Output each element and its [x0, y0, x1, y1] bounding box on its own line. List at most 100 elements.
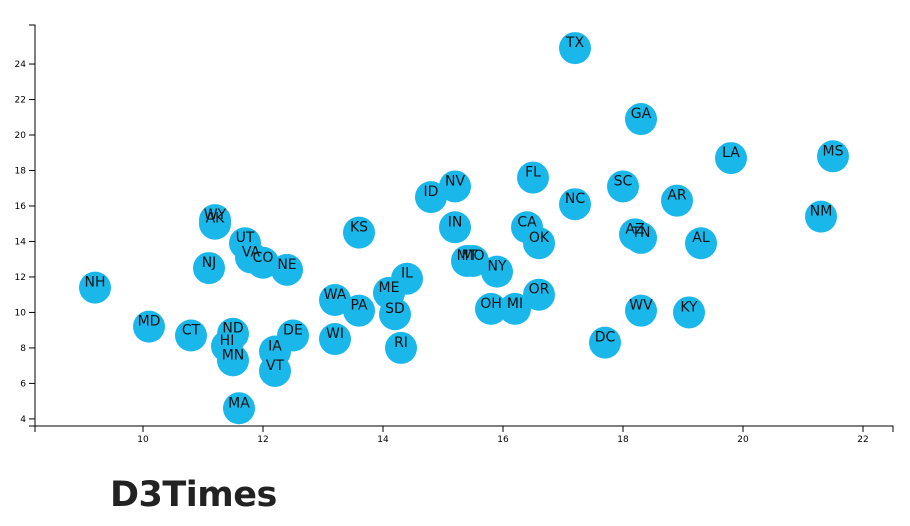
data-label-ar: AR: [667, 188, 687, 204]
x-tick-label: 20: [737, 435, 749, 445]
data-label-co: CO: [253, 250, 274, 266]
data-label-hi: HI: [220, 333, 235, 349]
data-label-wy: WY: [204, 207, 227, 223]
data-label-al: AL: [692, 230, 710, 246]
data-point-co: [247, 246, 279, 279]
data-point-nc: [559, 188, 591, 221]
scatter-chart: 4 6 8 10 12 14 16 18 20 22 24 10 12 14 16 18 20 22 TX GA L…: [15, 24, 894, 445]
data-label-wv: WV: [629, 298, 653, 314]
y-tick-label: 8: [20, 344, 26, 354]
data-label-de: DE: [283, 323, 303, 339]
data-point-ak: [199, 207, 231, 240]
data-label-sd: SD: [385, 301, 405, 317]
y-tick-label: 14: [15, 237, 27, 247]
data-label-mt: MT: [457, 248, 478, 264]
data-point-mi: [499, 292, 531, 325]
data-label-ia: IA: [268, 338, 282, 354]
data-label-ok: OK: [529, 230, 550, 246]
x-axis-line: [34, 425, 894, 432]
data-label-nv: NV: [445, 173, 465, 189]
data-point-in: [439, 211, 471, 244]
data-label-ky: KY: [680, 299, 698, 315]
x-axis: 10 12 14 16 18 20 22: [34, 425, 894, 445]
y-tick-label: 24: [15, 60, 27, 70]
data-point-dc: [589, 326, 621, 359]
data-point-ok: [523, 227, 555, 260]
data-point-oh: [475, 292, 507, 325]
y-tick-label: 18: [15, 166, 27, 176]
y-tick-label: 20: [15, 131, 27, 141]
data-point-nj: [193, 252, 225, 285]
data-point-id: [415, 181, 447, 214]
data-point-or: [523, 278, 555, 311]
data-label-wi: WI: [326, 326, 344, 342]
data-points: [79, 32, 849, 425]
data-label-mo: MO: [461, 248, 484, 264]
data-label-nm: NM: [810, 204, 833, 220]
data-label-ma: MA: [228, 395, 250, 411]
data-point-ct: [175, 319, 207, 352]
data-point-md: [133, 310, 165, 343]
data-label-va: VA: [242, 244, 261, 260]
x-tick-label: 16: [497, 435, 509, 445]
data-point-ar: [661, 184, 693, 217]
y-axis-line: [29, 24, 36, 427]
data-point-wa: [319, 284, 351, 317]
data-label-ne: NE: [277, 257, 296, 273]
x-tick-label: 10: [137, 435, 149, 445]
data-point-la: [715, 142, 747, 175]
data-point-sd: [379, 298, 411, 331]
data-point-nv: [439, 170, 471, 203]
data-label-sc: SC: [614, 173, 633, 189]
y-axis: 4 6 8 10 12 14 16 18 20 22 24: [15, 24, 36, 427]
data-label-me: ME: [379, 280, 400, 296]
data-point-vt: [259, 354, 291, 387]
data-label-az: AZ: [625, 221, 644, 237]
data-label-mn: MN: [222, 347, 245, 363]
data-point-nh: [79, 271, 111, 304]
data-label-tn: TN: [630, 225, 650, 241]
data-label-oh: OH: [480, 296, 502, 312]
y-tick-label: 16: [15, 202, 27, 212]
data-point-ks: [343, 216, 375, 249]
data-point-ma: [223, 392, 255, 425]
data-label-ms: MS: [823, 143, 844, 159]
data-label-fl: FL: [525, 165, 541, 181]
data-label-dc: DC: [595, 330, 616, 346]
data-point-fl: [517, 161, 549, 194]
data-label-ak: AK: [206, 211, 226, 227]
data-label-tx: TX: [565, 35, 585, 51]
data-label-ga: GA: [631, 106, 652, 122]
y-tick-label: 6: [20, 379, 26, 389]
data-label-or: OR: [529, 282, 550, 298]
data-point-wv: [625, 294, 657, 327]
page-title: D3Times: [110, 475, 277, 515]
data-label-mi: MI: [507, 296, 523, 312]
x-tick-label: 22: [857, 435, 868, 445]
data-label-nj: NJ: [202, 255, 217, 271]
data-label-ks: KS: [350, 220, 368, 236]
data-point-ms: [817, 140, 849, 173]
data-point-pa: [343, 294, 375, 327]
y-tick-label: 12: [15, 273, 26, 283]
data-point-sc: [607, 170, 639, 203]
data-label-in: IN: [448, 214, 463, 230]
y-tick-label: 4: [20, 415, 26, 425]
data-point-tx: [559, 32, 591, 65]
data-label-ca: CA: [517, 214, 537, 230]
data-point-ky: [673, 296, 705, 329]
data-label-pa: PA: [350, 298, 368, 314]
data-point-nm: [805, 200, 837, 233]
data-label-ut: UT: [236, 230, 255, 246]
data-point-ny: [481, 255, 513, 288]
data-label-id: ID: [424, 184, 439, 200]
data-label-nh: NH: [85, 275, 106, 291]
data-point-al: [685, 227, 717, 260]
data-label-md: MD: [138, 314, 161, 330]
data-point-mn: [217, 344, 249, 377]
data-label-ri: RI: [394, 335, 408, 351]
data-label-nd: ND: [222, 321, 243, 337]
data-point-tn: [625, 221, 657, 254]
x-tick-label: 12: [257, 435, 268, 445]
